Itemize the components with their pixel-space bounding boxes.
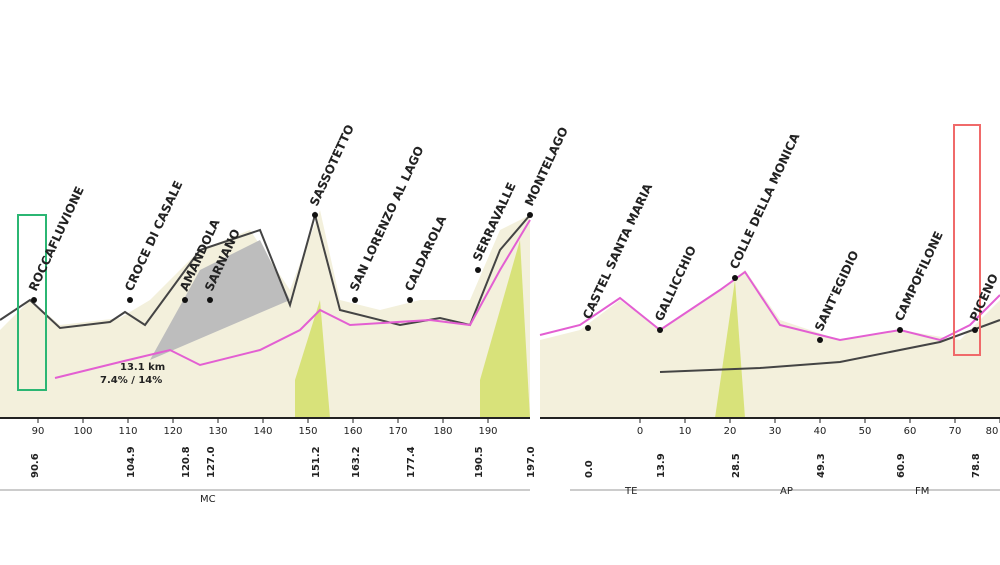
tick-label: 160	[343, 426, 362, 437]
place-dot	[585, 325, 591, 331]
distance-line	[539, 270, 1000, 342]
place-km: 13.9	[656, 453, 667, 478]
tick-label: 40	[814, 426, 827, 437]
place-dot	[127, 297, 133, 303]
tick-label: 10	[679, 426, 692, 437]
tick-label: 20	[724, 426, 737, 437]
tick-label: 70	[949, 426, 962, 437]
distance-line	[54, 219, 531, 379]
place-dot	[312, 212, 318, 218]
region-label: AP	[780, 486, 793, 497]
tick-label: 130	[208, 426, 227, 437]
place-km: 104.9	[126, 446, 137, 478]
tick-label: 0	[637, 426, 643, 437]
climb-gradient: 7.4% / 14%	[100, 375, 162, 386]
place-name: COLLE DELLA MONICA	[727, 130, 803, 271]
place-name: CALDAROLA	[402, 213, 449, 293]
tick-label: 100	[73, 426, 92, 437]
tick-label: 110	[118, 426, 137, 437]
climb-shade	[295, 300, 330, 418]
finish-highlight	[953, 124, 981, 356]
place-dot	[475, 267, 481, 273]
place-dot	[972, 327, 978, 333]
place-dot	[897, 327, 903, 333]
place-km: 120.8	[181, 446, 192, 478]
tick-label: 190	[478, 426, 497, 437]
place-dot	[207, 297, 213, 303]
place-km: 190.5	[474, 446, 485, 478]
place-name: SANT'EGIDIO	[812, 249, 861, 334]
place-dot	[732, 275, 738, 281]
right-terrain	[540, 270, 1000, 418]
tick-label: 180	[433, 426, 452, 437]
place-dot	[817, 337, 823, 343]
region-label: TE	[624, 486, 637, 497]
region-label: FM	[915, 486, 929, 497]
climb-length: 13.1 km	[120, 362, 165, 373]
tick-label: 150	[298, 426, 317, 437]
region-label: MC	[200, 494, 216, 505]
place-km: 90.6	[30, 453, 41, 478]
place-name: CAMPOFILONE	[892, 229, 946, 323]
place-dot	[352, 297, 358, 303]
tick-label: 140	[253, 426, 272, 437]
place-dot	[407, 297, 413, 303]
tick-label: 50	[859, 426, 872, 437]
place-km: 197.0	[526, 446, 537, 478]
place-km: 28.5	[731, 453, 742, 478]
place-km: 151.2	[311, 446, 322, 478]
place-name: MONTELAGO	[522, 125, 571, 208]
place-dot	[527, 212, 533, 218]
place-dot	[182, 297, 188, 303]
tick-label: 170	[388, 426, 407, 437]
climb-shade	[715, 280, 745, 418]
tick-label: 80	[986, 426, 999, 437]
tick-label: 120	[163, 426, 182, 437]
place-km: 60.9	[896, 453, 907, 478]
place-km: 177.4	[406, 446, 417, 478]
place-km: 0.0	[584, 460, 595, 478]
place-km: 49.3	[816, 453, 827, 478]
climb-highlight	[17, 214, 47, 391]
place-km: 163.2	[351, 446, 362, 478]
place-name: SASSOTETTO	[307, 122, 357, 208]
tick-label: 60	[904, 426, 917, 437]
place-dot	[31, 297, 37, 303]
climb-shade	[150, 240, 290, 360]
place-name: ROCCAFLUVIONE	[26, 184, 87, 293]
elevation-line	[659, 319, 1000, 373]
tick-label: 90	[32, 426, 45, 437]
elevation-line	[0, 211, 531, 330]
place-km: 127.0	[206, 446, 217, 478]
left-terrain	[0, 210, 530, 418]
tick-label: 30	[769, 426, 782, 437]
climb-shade	[480, 240, 530, 418]
place-km: 78.8	[971, 453, 982, 478]
place-dot	[657, 327, 663, 333]
